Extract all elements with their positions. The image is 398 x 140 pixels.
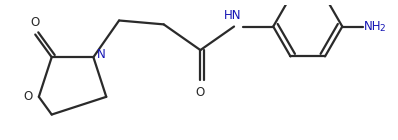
Text: O: O (31, 16, 40, 29)
Text: O: O (23, 90, 32, 103)
Text: O: O (196, 86, 205, 99)
Text: NH: NH (364, 20, 381, 33)
Text: HN: HN (223, 9, 241, 22)
Text: N: N (97, 48, 106, 61)
Text: 2: 2 (379, 24, 385, 33)
